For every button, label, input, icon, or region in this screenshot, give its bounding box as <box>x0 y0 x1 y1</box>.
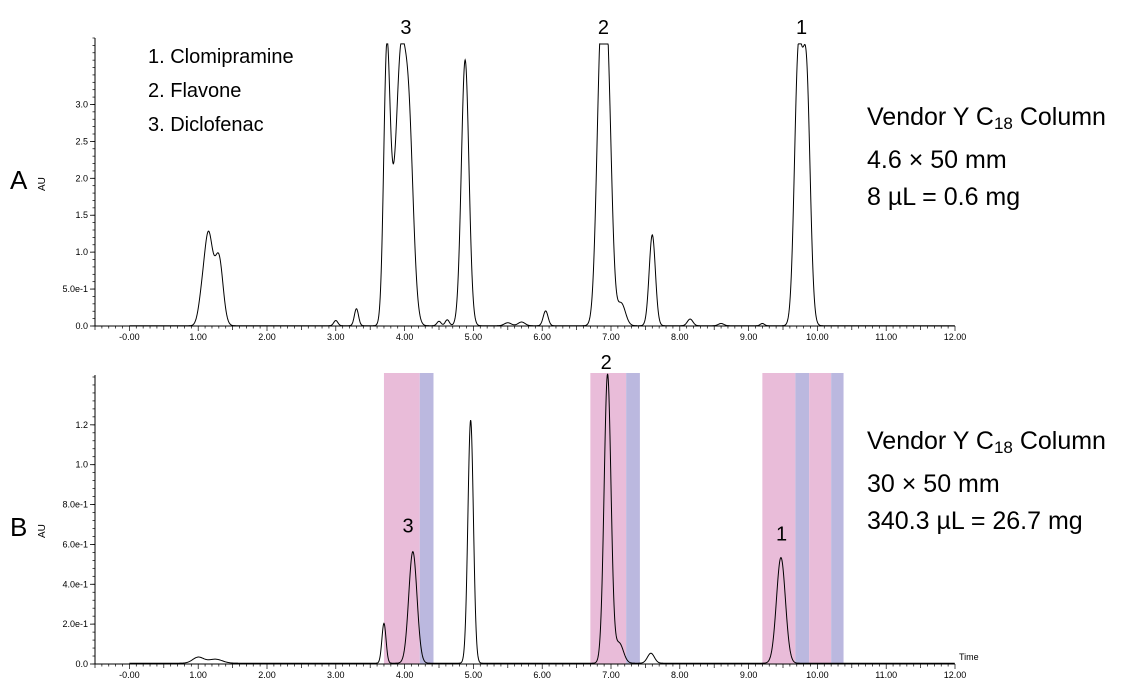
x-tick-label: 2.00 <box>258 670 276 680</box>
x-tick-label: 5.00 <box>465 670 483 680</box>
panel-a-y-axis-label: AU <box>37 177 48 191</box>
x-tick-label: 3.00 <box>327 332 345 342</box>
x-tick-label: 3.00 <box>327 670 345 680</box>
x-tick-label: 11.00 <box>875 332 897 342</box>
panel-a-column-prefix: Vendor Y C <box>867 103 994 131</box>
panel-b-column-prefix: Vendor Y C <box>867 427 994 455</box>
y-tick-label: 5.0e-1 <box>62 284 88 294</box>
y-tick-label: 2.0e-1 <box>62 619 88 629</box>
panel-b-column-dimensions: 30 × 50 mm <box>867 470 1000 498</box>
chart-panel-b: -0.00 1.00 2.00 3.00 4.00 5.00 6.00 7.00 8.00 9.0… <box>62 352 978 680</box>
legend-item-flavone: 2. Flavone <box>148 80 242 102</box>
panel-a-column-subscript: 18 <box>993 114 1013 133</box>
peak-label: 1 <box>796 17 807 39</box>
x-tick-label: 8.00 <box>671 670 689 680</box>
fraction-band <box>795 373 810 664</box>
peak-label: 2 <box>598 17 609 39</box>
y-tick-label: 2.0 <box>75 173 88 183</box>
panel-a-column-name: Vendor Y C18 Column <box>867 99 1106 142</box>
chromatogram-trace <box>129 43 955 327</box>
panel-a-column-suffix: Column <box>1012 103 1106 131</box>
x-tick-label: 6.00 <box>533 670 551 680</box>
x-tick-label: 1.00 <box>189 670 207 680</box>
x-tick-label: -0.00 <box>119 670 140 680</box>
y-tick-label: 1.5 <box>75 210 88 220</box>
x-tick-label: 2.00 <box>258 332 276 342</box>
fraction-band <box>590 373 627 664</box>
fraction-band <box>762 373 796 664</box>
y-tick-label: 8.0e-1 <box>62 500 88 510</box>
y-tick-label: 3.0 <box>75 99 88 109</box>
fraction-band <box>383 373 420 664</box>
y-tick-label: 6.0e-1 <box>62 539 88 549</box>
x-tick-label: 12.00 <box>944 670 967 680</box>
peak-label: 3 <box>402 515 413 537</box>
y-tick-label: 1.0 <box>75 247 88 257</box>
panel-b-column-suffix: Column <box>1012 427 1106 455</box>
fraction-band <box>626 373 640 664</box>
fraction-band <box>831 373 844 664</box>
x-tick-label: 7.00 <box>602 332 620 342</box>
x-tick-label: 7.00 <box>602 670 620 680</box>
y-tick-label: 2.5 <box>75 136 88 146</box>
panel-a-load: 8 µL = 0.6 mg <box>867 183 1021 211</box>
y-tick-label: 0.0 <box>75 659 88 669</box>
legend-item-clomipramine: 1. Clomipramine <box>148 46 294 68</box>
x-tick-label: 5.00 <box>465 332 483 342</box>
panel-b-column-info: Vendor Y C18 Column 30 × 50 mm 340.3 µL … <box>867 423 1106 540</box>
y-tick-label: 1.2 <box>75 420 88 430</box>
x-tick-label: 8.00 <box>671 332 689 342</box>
x-tick-label: 10.00 <box>806 670 829 680</box>
panel-b-column-name: Vendor Y C18 Column <box>867 423 1106 466</box>
peak-label: 2 <box>601 352 612 374</box>
fraction-band <box>419 373 434 664</box>
chromatogram-trace <box>129 373 955 664</box>
panel-b-letter: B <box>10 512 28 542</box>
x-tick-label: 4.00 <box>396 332 414 342</box>
peak-label: 3 <box>400 17 411 39</box>
legend-item-diclofenac: 3. Diclofenac <box>148 114 264 136</box>
x-tick-label: 9.00 <box>740 332 758 342</box>
x-tick-label: 6.00 <box>533 332 551 342</box>
y-tick-label: 1.0 <box>75 460 88 470</box>
peak-label: 1 <box>776 523 787 545</box>
y-tick-label: 4.0e-1 <box>62 579 88 589</box>
x-tick-label: -0.00 <box>119 332 140 342</box>
y-tick-label: 0.0 <box>75 321 88 331</box>
x-tick-label: 11.00 <box>875 670 897 680</box>
panel-b-y-axis-label: AU <box>37 524 48 538</box>
x-tick-label: 10.00 <box>806 332 829 342</box>
fraction-band <box>809 373 832 664</box>
x-axis-title: Time <box>959 652 979 662</box>
x-tick-label: 4.00 <box>396 670 414 680</box>
compound-legend: 1. Clomipramine 2. Flavone 3. Diclofenac <box>148 40 294 142</box>
chart-panel-a: -0.00 1.00 2.00 3.00 4.00 5.00 6.00 7.00 8.00 9.0… <box>62 17 966 342</box>
panel-b-load: 340.3 µL = 26.7 mg <box>867 507 1083 535</box>
panel-a-letter: A <box>10 165 28 195</box>
x-tick-label: 9.00 <box>740 670 758 680</box>
x-tick-label: 1.00 <box>189 332 207 342</box>
x-tick-label: 12.00 <box>944 332 967 342</box>
panel-a-column-info: Vendor Y C18 Column 4.6 × 50 mm 8 µL = 0… <box>867 99 1106 216</box>
panel-a-column-dimensions: 4.6 × 50 mm <box>867 146 1007 174</box>
panel-b-column-subscript: 18 <box>993 438 1013 457</box>
